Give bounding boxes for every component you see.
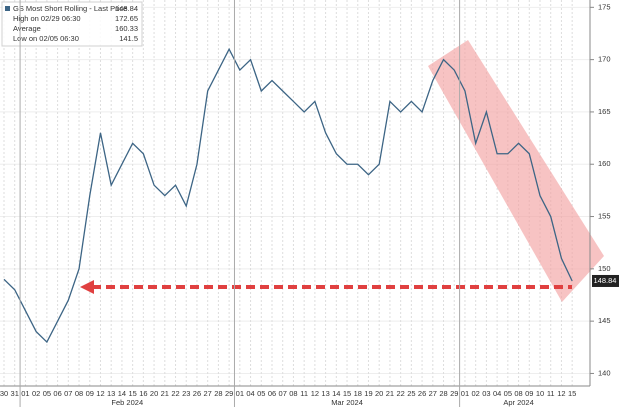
x-tick-label: 18	[354, 389, 362, 398]
x-tick-label: 08	[75, 389, 83, 398]
legend-swatch	[5, 6, 10, 11]
x-tick-label: 13	[107, 389, 115, 398]
x-tick-label: 19	[364, 389, 372, 398]
x-tick-label: 15	[568, 389, 576, 398]
x-tick-label: 23	[182, 389, 190, 398]
x-tick-label: 29	[225, 389, 233, 398]
x-tick-label: 12	[557, 389, 565, 398]
legend-value: 160.33	[115, 24, 138, 33]
x-tick-label: 02	[32, 389, 40, 398]
x-tick-label: 01	[21, 389, 29, 398]
y-tick-label: 140	[598, 368, 611, 377]
y-tick-label: 175	[598, 2, 611, 11]
y-tick-label: 165	[598, 107, 611, 116]
x-tick-label: 15	[343, 389, 351, 398]
x-tick-label: 22	[171, 389, 179, 398]
x-tick-label: 12	[311, 389, 319, 398]
x-tick-label: 04	[493, 389, 501, 398]
x-tick-label: 20	[150, 389, 158, 398]
x-tick-label: 06	[53, 389, 61, 398]
last-price-label: 148.84	[594, 276, 617, 285]
x-tick-label: 02	[472, 389, 480, 398]
y-tick-label: 160	[598, 159, 611, 168]
legend-label: GS Most Short Rolling - Last Price	[13, 4, 127, 13]
month-label: Mar 2024	[331, 398, 363, 407]
arrow-head	[80, 280, 94, 294]
x-tick-label: 09	[525, 389, 533, 398]
plot	[3, 47, 573, 344]
legend-value: 141.5	[119, 34, 138, 43]
x-tick-label: 04	[246, 389, 254, 398]
series-line	[3, 47, 573, 344]
x-tick-label: 12	[96, 389, 104, 398]
grid	[0, 0, 590, 386]
x-tick-label: 25	[407, 389, 415, 398]
x-tick-label: 31	[11, 389, 19, 398]
x-tick-label: 14	[118, 389, 126, 398]
x-tick-label: 05	[504, 389, 512, 398]
x-tick-label: 11	[300, 389, 308, 398]
x-tick-label: 11	[547, 389, 555, 398]
x-tick-label: 15	[128, 389, 136, 398]
x-tick-label: 26	[418, 389, 426, 398]
y-tick-label: 155	[598, 212, 611, 221]
x-tick-label: 28	[439, 389, 447, 398]
x-tick-label: 26	[193, 389, 201, 398]
legend-box	[1, 1, 143, 47]
x-tick-label: 27	[429, 389, 437, 398]
x-tick-label: 06	[268, 389, 276, 398]
last-price-tag	[592, 274, 619, 287]
y-tick-label: 145	[598, 316, 611, 325]
legend-value: 148.84	[115, 4, 138, 13]
x-tick-label: 03	[482, 389, 490, 398]
x-tick-label: 14	[332, 389, 340, 398]
x-tick-label: 13	[321, 389, 329, 398]
x-tick-label: 16	[139, 389, 147, 398]
x-tick-label: 20	[375, 389, 383, 398]
legend-label: Average	[13, 24, 41, 33]
x-tick-label: 28	[214, 389, 222, 398]
y-tick-label: 150	[598, 264, 611, 273]
x-tick-label: 08	[514, 389, 522, 398]
x-tick-label: 05	[257, 389, 265, 398]
x-tick-label: 07	[64, 389, 72, 398]
y-tick-label: 170	[598, 55, 611, 64]
month-label: Feb 2024	[111, 398, 143, 407]
x-tick-label: 08	[289, 389, 297, 398]
x-tick-label: 10	[536, 389, 544, 398]
x-tick-label: 30	[0, 389, 8, 398]
x-tick-label: 01	[461, 389, 469, 398]
x-tick-label: 05	[43, 389, 51, 398]
month-label: Apr 2024	[503, 398, 533, 407]
x-tick-label: 22	[396, 389, 404, 398]
x-tick-label: 07	[279, 389, 287, 398]
x-tick-label: 21	[386, 389, 394, 398]
x-tick-label: 27	[204, 389, 212, 398]
x-tick-label: 01	[236, 389, 244, 398]
x-tick-label: 29	[450, 389, 458, 398]
x-tick-label: 21	[161, 389, 169, 398]
x-tick-label: 09	[86, 389, 94, 398]
legend: GS Most Short Rolling - Last Price 148.8…	[1, 1, 143, 47]
legend-label: Low on 02/05 06:30	[13, 34, 79, 43]
trend-band	[428, 40, 604, 302]
legend-value: 172.65	[115, 14, 138, 23]
legend-label: High on 02/29 06:30	[13, 14, 81, 23]
